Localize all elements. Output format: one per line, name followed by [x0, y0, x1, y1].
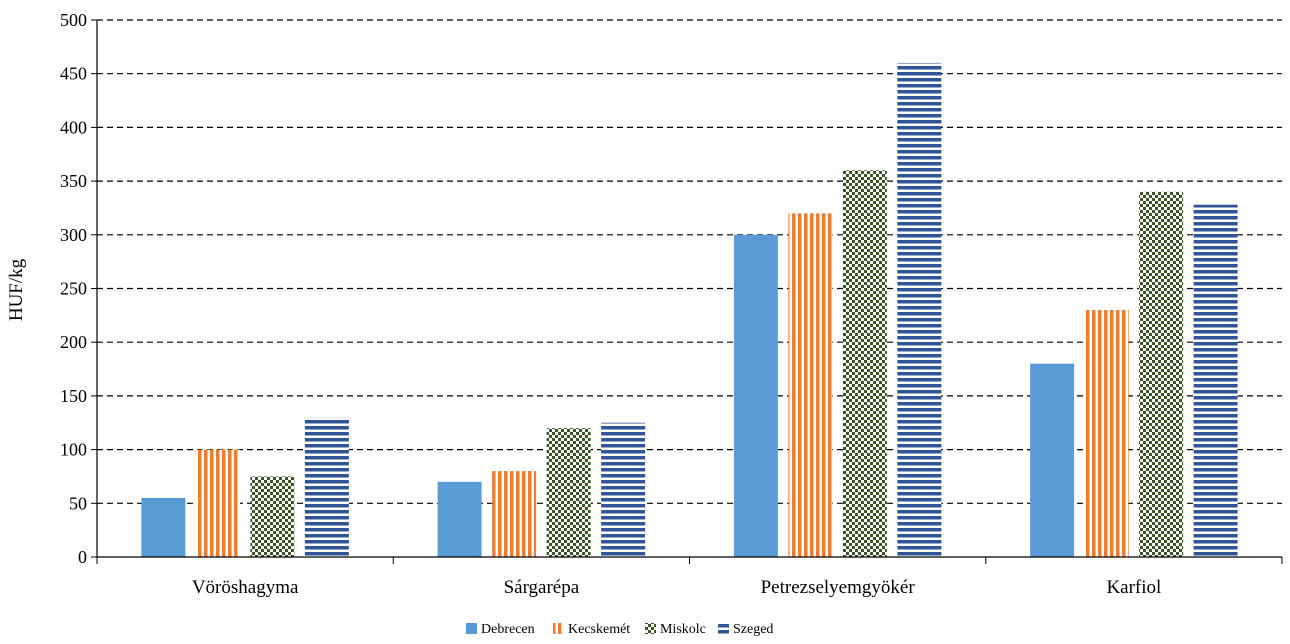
- legend-swatch: [645, 623, 656, 634]
- bar: [1030, 363, 1075, 557]
- x-category-label: Vöröshagyma: [192, 577, 299, 598]
- bar: [437, 481, 482, 557]
- legend: Debrecen Kecskemét Miskolc Szeged: [466, 622, 773, 637]
- y-tick-label: 250: [60, 279, 87, 299]
- y-tick-label: 300: [60, 225, 87, 245]
- gridlines: [97, 19, 1282, 504]
- y-tick-label: 400: [60, 117, 87, 137]
- bar: [304, 417, 349, 557]
- bars: [141, 62, 1238, 558]
- tick-labels: 0 50 100 150 200 250 300 350 400 450 500 Vöröshagym…: [60, 10, 1161, 598]
- bar: [1139, 191, 1184, 557]
- bar: [546, 428, 591, 557]
- bar: [788, 213, 833, 557]
- legend-label: Szeged: [733, 622, 773, 637]
- x-category-label: Karfiol: [1106, 577, 1161, 598]
- bar: [492, 471, 537, 557]
- bar: [842, 170, 887, 558]
- bar: [1084, 309, 1129, 557]
- bar: [1193, 204, 1238, 557]
- legend-swatch: [466, 623, 477, 634]
- bar: [250, 476, 295, 557]
- legend-swatch: [718, 623, 729, 634]
- legend-label: Miskolc: [660, 622, 706, 637]
- y-tick-label: 50: [69, 493, 87, 513]
- axes: [91, 19, 1283, 564]
- bar: [141, 497, 186, 557]
- y-tick-label: 150: [60, 386, 87, 406]
- y-tick-label: 200: [60, 332, 87, 352]
- legend-label: Debrecen: [481, 622, 535, 637]
- legend-label: Kecskemét: [568, 622, 630, 637]
- bar: [601, 422, 646, 557]
- x-category-label: Sárgarépa: [504, 577, 580, 598]
- y-tick-label: 100: [60, 440, 87, 460]
- y-tick-label: 500: [60, 10, 87, 30]
- y-tick-label: 0: [78, 547, 87, 567]
- bar: [733, 234, 778, 558]
- bar: [195, 449, 240, 557]
- y-axis-title: HUF/kg: [6, 258, 27, 321]
- bar: [897, 62, 942, 558]
- y-tick-label: 450: [60, 64, 87, 84]
- y-tick-label: 350: [60, 171, 87, 191]
- x-category-label: Petrezselyemgyökér: [761, 577, 916, 598]
- legend-swatch: [553, 623, 564, 634]
